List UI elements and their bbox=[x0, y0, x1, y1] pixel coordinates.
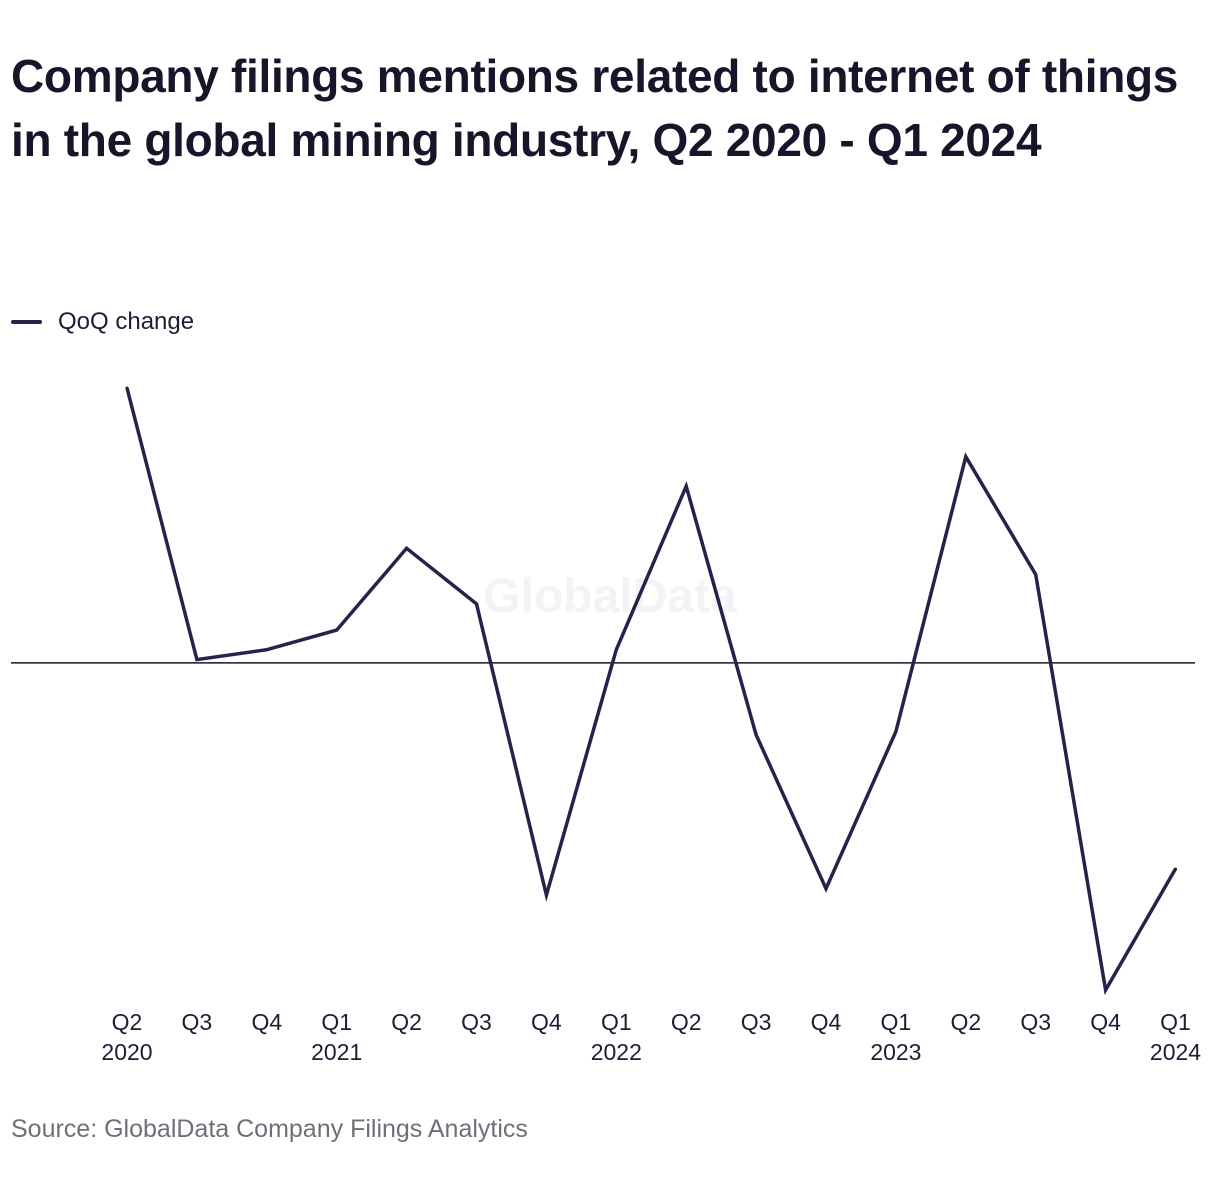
data-point bbox=[754, 733, 758, 737]
data-point bbox=[475, 602, 478, 606]
x-tick-label: Q3 bbox=[1020, 1009, 1051, 1035]
watermark: GlobalData bbox=[483, 570, 737, 623]
x-tick-label: Q2 bbox=[671, 1009, 702, 1035]
x-tick-label: Q4 bbox=[811, 1009, 842, 1035]
data-point bbox=[125, 386, 129, 390]
legend: QoQ change bbox=[11, 305, 194, 339]
legend-swatch bbox=[11, 320, 42, 324]
x-tick-label: Q1 bbox=[601, 1009, 632, 1035]
chart-title: Company filings mentions related to inte… bbox=[11, 50, 1179, 166]
data-point bbox=[894, 730, 898, 734]
data-point bbox=[265, 648, 269, 652]
data-point bbox=[964, 455, 968, 459]
data-point bbox=[335, 628, 339, 632]
x-tick-label: Q1 bbox=[321, 1009, 352, 1035]
x-tick-label: Q4 bbox=[531, 1009, 562, 1035]
line-chart: GlobalData Q2 2020 Q3 Q4 Q1 2021 Q2 Q3 Q4 Q1 2022 Q… bbox=[11, 386, 1201, 1065]
data-point bbox=[1104, 988, 1108, 992]
x-tick-label: Q1 bbox=[1160, 1009, 1191, 1035]
data-point bbox=[544, 893, 548, 897]
x-tick-label: Q3 bbox=[182, 1009, 213, 1035]
x-tick-year-label: 2023 bbox=[870, 1039, 921, 1065]
x-tick-label: Q4 bbox=[1090, 1009, 1121, 1035]
x-tick-year-label: 2020 bbox=[101, 1039, 152, 1065]
legend-label: QoQ change bbox=[58, 308, 195, 335]
series-line-qoq-change bbox=[125, 387, 1178, 996]
x-tick-year-label: 2024 bbox=[1150, 1039, 1201, 1065]
x-tick-label: Q1 bbox=[881, 1009, 912, 1035]
x-tick-label: Q2 bbox=[950, 1009, 981, 1035]
data-point bbox=[195, 658, 199, 662]
x-tick-label: Q2 bbox=[112, 1009, 143, 1035]
x-tick-label: Q4 bbox=[251, 1009, 282, 1035]
data-point bbox=[614, 648, 618, 652]
data-point bbox=[684, 484, 688, 488]
x-tick-label: Q3 bbox=[741, 1009, 772, 1035]
data-point bbox=[1034, 572, 1038, 576]
x-tick-year-label: 2021 bbox=[311, 1039, 362, 1065]
x-tick-year-label: 2022 bbox=[591, 1039, 642, 1065]
source-note: Source: GlobalData Company Filings Analy… bbox=[11, 1115, 528, 1143]
x-tick-label: Q2 bbox=[391, 1009, 422, 1035]
x-tick-label: Q3 bbox=[461, 1009, 492, 1035]
data-point bbox=[824, 887, 828, 891]
data-point bbox=[405, 546, 409, 550]
data-point bbox=[1174, 867, 1177, 871]
